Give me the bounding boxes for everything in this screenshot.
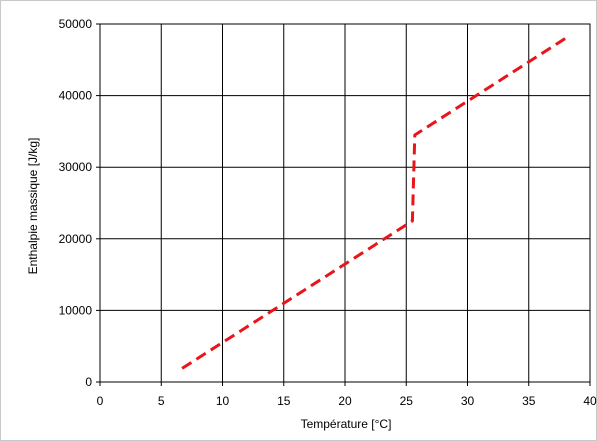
- grid: [100, 24, 590, 382]
- x-tick-label: 5: [158, 394, 165, 408]
- y-axis-ticks: 0 10000 20000 30000 40000 50000: [59, 17, 100, 389]
- y-tick-label: 50000: [59, 17, 93, 31]
- x-tick-label: 20: [338, 394, 352, 408]
- x-axis-label: Température [°C]: [301, 417, 392, 431]
- x-tick-label: 25: [400, 394, 414, 408]
- y-tick-label: 40000: [59, 89, 93, 103]
- series-group: [181, 37, 567, 370]
- x-tick-label: 35: [522, 394, 536, 408]
- x-tick-label: 0: [97, 394, 104, 408]
- x-tick-label: 40: [583, 394, 597, 408]
- x-axis-ticks: 0 5 10 15 20 25 30 35 40: [97, 382, 597, 408]
- y-tick-label: 30000: [59, 160, 93, 174]
- y-axis-label: Enthalpie massique [J/kg]: [26, 138, 40, 275]
- y-tick-label: 0: [85, 375, 92, 389]
- y-tick-label: 10000: [59, 303, 93, 317]
- x-tick-label: 30: [461, 394, 475, 408]
- series-line: [181, 37, 567, 370]
- x-tick-label: 10: [216, 394, 230, 408]
- x-tick-label: 15: [277, 394, 291, 408]
- y-tick-label: 20000: [59, 232, 93, 246]
